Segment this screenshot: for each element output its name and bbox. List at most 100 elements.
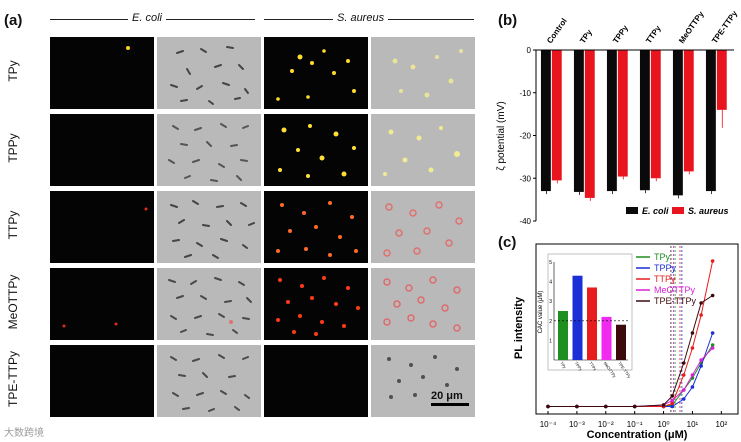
zeta-ytick-label: -20	[519, 132, 531, 141]
zeta-category-tpy: TPy	[578, 28, 594, 46]
pl-legend-tppy: TPPy	[654, 263, 677, 273]
zeta-ytick-label: -40	[519, 217, 531, 226]
pl-legend-ttpy: TTPy	[654, 274, 676, 284]
inset-ytick: 1	[549, 338, 552, 344]
scale-bar	[431, 403, 469, 406]
legend-swatch-saureus	[672, 207, 684, 214]
pl-point-tppy	[710, 331, 715, 335]
zeta-bar-ttpy-s-aureus	[650, 50, 661, 179]
pl-point-ttpy	[690, 346, 695, 350]
pl-legend-tpy: TPy	[654, 252, 671, 262]
pl-point-tpe-ttpy	[546, 404, 550, 409]
micrograph-tpy-saureus-brightfield	[371, 37, 475, 109]
legend-saureus: S. aureus	[688, 206, 729, 216]
row-label-tpe-ttpy: TPE-TTPy	[6, 351, 20, 407]
pl-point-meottpy	[699, 358, 703, 362]
pl-point-ttpy	[710, 259, 715, 263]
inset-bar-tppy	[572, 275, 583, 360]
micrograph-ttpy-saureus-brightfield	[371, 191, 475, 263]
inset-ytick: 3	[549, 299, 552, 305]
pl-xtick-label: 10⁻²	[598, 420, 614, 429]
zeta-bar-ttpy-e-coli	[639, 50, 650, 191]
micrograph-tpe-ttpy-saureus-brightfield: 20 μm	[371, 345, 475, 417]
pl-point-tppy	[670, 404, 675, 409]
pl-xtick-label: 10⁻⁴	[540, 420, 557, 429]
zeta-bar-tppy-e-coli	[606, 50, 617, 192]
micrograph-tppy-saureus-brightfield	[371, 114, 475, 186]
pl-point-tpe-ttpy	[670, 394, 675, 398]
pl-point-tpe-ttpy	[681, 361, 686, 365]
header-ecoli: E. coli	[128, 12, 166, 24]
pl-point-meottpy	[681, 388, 686, 392]
micrograph-tppy-saureus-fluorescence	[264, 114, 368, 186]
panel-b-label: (b)	[498, 12, 518, 29]
pl-legend-meottpy: MeOTTPy	[654, 285, 696, 295]
zeta-category-meottpy: MeOTTPy	[677, 9, 706, 45]
zeta-category-tpe-ttpy: TPE-TTPy	[710, 9, 738, 46]
micrograph-tpy-ecoli-brightfield	[157, 37, 261, 109]
panel-a-label: (a)	[4, 12, 23, 29]
pl-legend-tpe-ttpy: TPE-TTPy	[654, 296, 696, 306]
pl-intensity-chart: PL intensity Concentration (μM) 10⁻⁴ 10⁻³…	[513, 243, 739, 441]
pl-xtick-label: 10⁻¹	[627, 420, 643, 429]
micrograph-meottpy-ecoli-brightfield	[157, 268, 261, 340]
legend-swatch-ecoli	[626, 207, 638, 214]
zeta-potential-chart: 0 -10 -20 -30 -40 Control TPy TPPy TTPy MeOTTPy T…	[496, 9, 738, 226]
legend-ecoli: E. coli	[642, 206, 669, 216]
pl-xtick-label: 10⁻³	[569, 420, 585, 429]
pl-point-tpe-ttpy	[699, 301, 703, 305]
pl-xtick-label: 10²	[716, 420, 728, 429]
micrograph-tpy-saureus-fluorescence	[264, 37, 368, 109]
pl-xtick-label: 10¹	[687, 420, 699, 429]
micrograph-ttpy-saureus-fluorescence	[264, 191, 368, 263]
zeta-ytick-label: -10	[519, 89, 531, 98]
inset-category-ttpy: TTPy	[588, 361, 598, 372]
pl-point-tppy	[690, 385, 695, 389]
zeta-category-control: Control	[545, 17, 569, 45]
zeta-bar-tpe-ttpy-e-coli	[705, 50, 716, 192]
micrograph-tpe-ttpy-saureus-fluorescence	[264, 345, 368, 417]
watermark: 大数跨境	[4, 428, 44, 439]
micrograph-meottpy-ecoli-fluorescence	[50, 268, 154, 340]
micrograph-ttpy-ecoli-fluorescence	[50, 191, 154, 263]
zeta-bar-tpe-ttpy-s-aureus	[716, 50, 727, 110]
micrograph-ttpy-ecoli-brightfield	[157, 191, 261, 263]
zeta-bar-tpy-s-aureus	[584, 50, 595, 198]
micrograph-tppy-ecoli-brightfield	[157, 114, 261, 186]
zeta-bar-tpy-e-coli	[573, 50, 584, 192]
inset-category-tppy: TPPy	[574, 361, 584, 372]
pl-point-ttpy	[699, 313, 703, 317]
inset-bar-tpy	[558, 311, 568, 360]
pl-xtick-label: 10⁰	[658, 420, 670, 429]
pl-point-tpe-ttpy	[632, 404, 637, 409]
inset-bar-tpe-ttpy	[616, 324, 626, 360]
pl-point-tpe-ttpy	[661, 403, 666, 407]
micrograph-tppy-ecoli-fluorescence	[50, 114, 154, 186]
zeta-ytick-label: 0	[527, 46, 532, 55]
pl-point-tpe-ttpy	[603, 404, 608, 409]
micrograph-tpe-ttpy-ecoli-fluorescence	[50, 345, 154, 417]
pl-point-tppy	[699, 364, 703, 368]
row-label-tpy: TPy	[6, 60, 20, 82]
micrograph-meottpy-saureus-brightfield	[371, 268, 475, 340]
zeta-bar-meottpy-e-coli	[672, 50, 683, 196]
pl-point-meottpy	[690, 373, 695, 377]
pl-plot-frame	[535, 243, 739, 415]
zeta-bar-control-e-coli	[540, 50, 551, 192]
pl-point-tpe-ttpy	[690, 331, 695, 335]
zeta-ytick-label: -30	[519, 174, 531, 183]
pl-point-meottpy	[710, 346, 715, 350]
pl-xlabel: Concentration (μM)	[587, 429, 688, 441]
micrograph-meottpy-saureus-fluorescence	[264, 268, 368, 340]
inset-category-tpy: TPy	[559, 361, 567, 370]
pl-ylabel: PL intensity	[513, 296, 525, 359]
panel-c-label: (c)	[498, 234, 517, 251]
micrograph-tpy-ecoli-fluorescence	[50, 37, 154, 109]
header-saureus: S. aureus	[333, 12, 389, 24]
inset-ylabel: CAC value (μM)	[538, 291, 544, 334]
pl-point-meottpy	[670, 398, 675, 403]
micrograph-tpe-ttpy-ecoli-brightfield	[157, 345, 261, 417]
pl-series-line-tpe-ttpy	[548, 295, 713, 407]
row-label-ttpy: TTPy	[6, 210, 20, 240]
zeta-category-ttpy: TTPy	[644, 24, 663, 46]
